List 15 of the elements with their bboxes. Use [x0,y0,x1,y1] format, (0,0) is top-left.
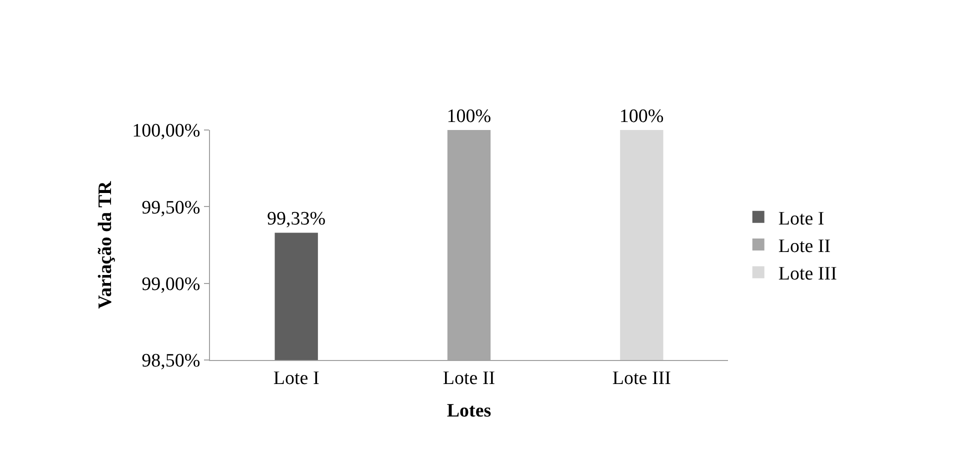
legend-label: Lote II [778,236,831,257]
legend-label: Lote I [778,208,824,230]
data-label: 100% [446,106,492,127]
data-label: 100% [619,106,664,127]
x-axis-title: Lotes [446,400,492,422]
y-axis-title: Variação da TR [94,180,116,309]
y-tick-label: 99,50% [142,197,200,218]
y-tick-label: 99,00% [142,274,200,295]
data-label: 99,33% [266,208,326,230]
x-tick-label: Lote I [273,368,320,389]
y-tick-label: 100,00% [132,120,200,142]
x-tick-label: Lote III [612,368,671,389]
legend-label: Lote III [778,264,837,285]
y-tick-label: 98,50% [142,350,200,372]
x-tick-label: Lote II [442,368,496,389]
